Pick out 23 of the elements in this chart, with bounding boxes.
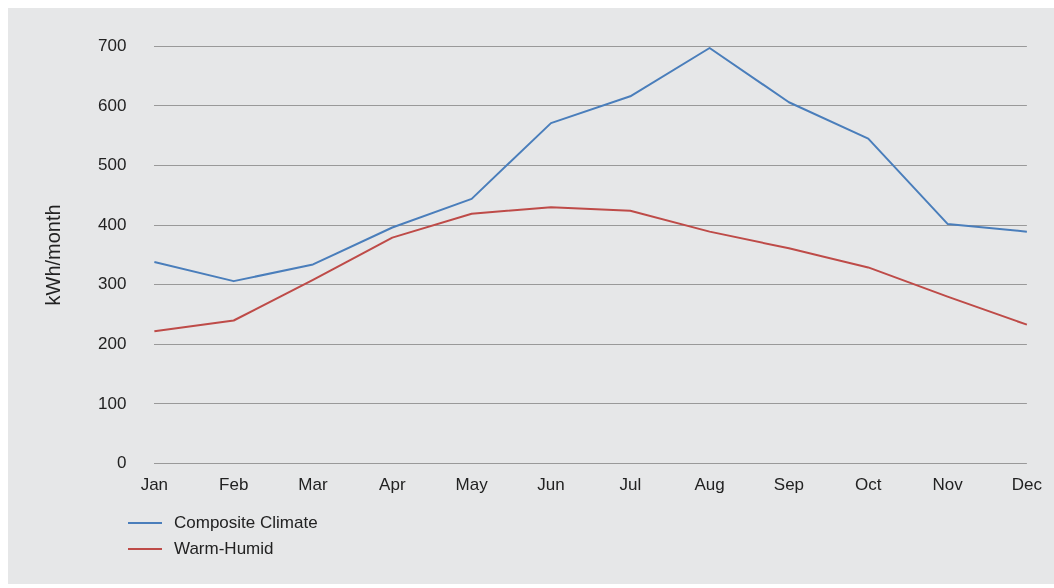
y-axis-title: kWh/month xyxy=(41,204,64,306)
y-tick-label: 100 xyxy=(97,393,127,413)
y-tick-label: 300 xyxy=(97,274,127,294)
legend-label: Warm-Humid xyxy=(174,539,274,559)
y-tick-label: 600 xyxy=(97,95,127,115)
x-tick-label: Feb xyxy=(219,475,249,495)
x-tick-label: Mar xyxy=(298,475,328,495)
x-tick-label: Oct xyxy=(855,475,882,495)
x-tick-label: Sep xyxy=(773,475,805,495)
legend-label: Composite Climate xyxy=(174,513,318,533)
y-tick-label: 0 xyxy=(116,453,127,473)
x-tick-label: Apr xyxy=(379,475,406,495)
x-tick-label: Aug xyxy=(694,475,725,495)
x-tick-label: Dec xyxy=(1011,475,1043,495)
x-tick-label: May xyxy=(455,475,489,495)
x-tick-label: Nov xyxy=(932,475,964,495)
x-tick-label: Jul xyxy=(619,475,642,495)
x-tick-label: Jun xyxy=(537,475,565,495)
y-tick-label: 400 xyxy=(97,214,127,234)
y-tick-label: 700 xyxy=(97,35,127,55)
x-tick-label: Jan xyxy=(140,475,169,495)
y-tick-label: 500 xyxy=(97,155,127,175)
y-tick-label: 200 xyxy=(97,334,127,354)
